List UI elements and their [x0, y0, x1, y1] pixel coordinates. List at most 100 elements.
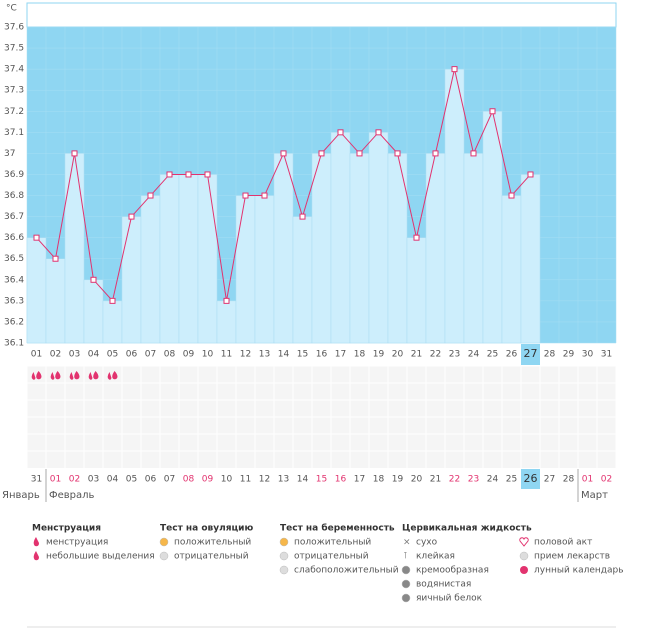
x-tick-label: 02	[50, 350, 61, 360]
point	[375, 129, 382, 136]
menstruation-icon	[88, 371, 99, 380]
y-tick-label: 37.5	[4, 44, 24, 54]
calendar-day: 03	[88, 475, 99, 485]
x-tick-label: 25	[487, 350, 498, 360]
legend-item: лунный календарь	[534, 566, 624, 576]
point	[508, 192, 515, 199]
legend-item: положительный	[174, 538, 251, 548]
point	[52, 255, 59, 262]
legend-icon: ⊺	[403, 552, 408, 562]
month-label: Январь	[2, 490, 40, 501]
legend-icon	[159, 551, 169, 561]
menstruation-icon	[69, 371, 80, 380]
x-tick-label: 04	[88, 350, 100, 360]
bar	[349, 153, 370, 344]
point	[109, 297, 116, 304]
x-tick-label: 20	[392, 350, 404, 360]
bar	[178, 174, 199, 344]
point	[451, 66, 458, 73]
bar	[311, 153, 332, 344]
legend-title: Тест на овуляцию	[160, 524, 253, 534]
y-tick-label: 36.9	[4, 170, 24, 180]
point	[527, 171, 534, 178]
x-tick-label: 09	[183, 350, 195, 360]
x-tick-label: 06	[126, 350, 138, 360]
calendar-day: 01	[50, 475, 61, 485]
top-band	[26, 2, 617, 28]
legend-item: прием лекарств	[534, 552, 610, 562]
legend-item: небольшие выделения	[46, 552, 155, 562]
day-row	[27, 344, 616, 365]
bar	[26, 237, 47, 344]
x-tick-label: 12	[240, 350, 251, 360]
x-tick-label: 21	[411, 350, 422, 360]
calendar-day: 15	[316, 475, 327, 485]
point	[280, 150, 287, 157]
legend-title: Цервикальная жидкость	[402, 524, 532, 534]
legend-item: половой акт	[534, 538, 592, 548]
legend-icon	[519, 551, 529, 561]
calendar-day: 14	[297, 475, 309, 485]
y-tick-label: 36.2	[4, 317, 24, 327]
x-tick-label: 24	[468, 350, 480, 360]
point	[166, 171, 173, 178]
point	[470, 150, 477, 157]
legend-item: сухо	[416, 538, 438, 548]
legend-item: отрицательный	[294, 552, 369, 562]
bar	[140, 195, 161, 344]
point	[318, 150, 325, 157]
x-tick-label: 23	[449, 350, 460, 360]
bar	[216, 300, 237, 344]
y-tick-label: 36.3	[4, 296, 24, 306]
legend-icon: ×	[403, 538, 411, 548]
y-tick-label: 36.7	[4, 212, 24, 222]
x-tick-label: 03	[69, 350, 80, 360]
calendar-day: 23	[468, 475, 479, 485]
calendar-day: 09	[202, 475, 214, 485]
legend-title: Тест на беременность	[280, 523, 395, 534]
point	[90, 276, 97, 283]
bar	[501, 195, 522, 344]
y-tick-label: 37.3	[4, 86, 24, 96]
legend-item: положительный	[294, 538, 371, 548]
calendar-day: 08	[183, 475, 195, 485]
y-tick-label: 37	[4, 149, 15, 159]
bar	[45, 258, 66, 344]
point	[489, 108, 496, 115]
calendar-day: 17	[354, 475, 365, 485]
x-tick-label: 10	[202, 350, 214, 360]
x-tick-label: 14	[278, 350, 290, 360]
calendar-day: 07	[164, 475, 175, 485]
y-tick-label: 37.4	[4, 65, 24, 75]
x-tick-label: 13	[259, 350, 270, 360]
legend-icon	[33, 537, 39, 547]
bar	[273, 153, 294, 344]
legend-item: клейкая	[416, 552, 455, 562]
y-tick-label: 37.6	[4, 23, 24, 33]
point	[413, 234, 420, 241]
point	[394, 150, 401, 157]
calendar-day: 04	[107, 475, 119, 485]
highlight-cell	[521, 469, 540, 489]
calendar-day: 31	[31, 475, 42, 485]
legend-title: Менструация	[32, 524, 101, 534]
x-tick-label: 31	[601, 350, 612, 360]
legend-icon	[33, 551, 39, 561]
x-tick-label: 30	[582, 350, 594, 360]
bar	[482, 111, 503, 344]
point	[128, 213, 135, 220]
calendar-day: 24	[487, 475, 499, 485]
x-tick-label: 19	[373, 350, 385, 360]
menstruation-icon	[50, 371, 61, 380]
calendar-day: 05	[126, 475, 137, 485]
bar	[520, 174, 541, 344]
x-tick-label: 18	[354, 350, 366, 360]
legend-icon	[519, 537, 529, 547]
x-tick-label: 22	[430, 350, 441, 360]
x-tick-label: 08	[164, 350, 176, 360]
y-unit: °C	[6, 4, 17, 14]
legend-icon	[401, 565, 411, 575]
legend-icon	[279, 565, 289, 575]
bar	[235, 195, 256, 344]
